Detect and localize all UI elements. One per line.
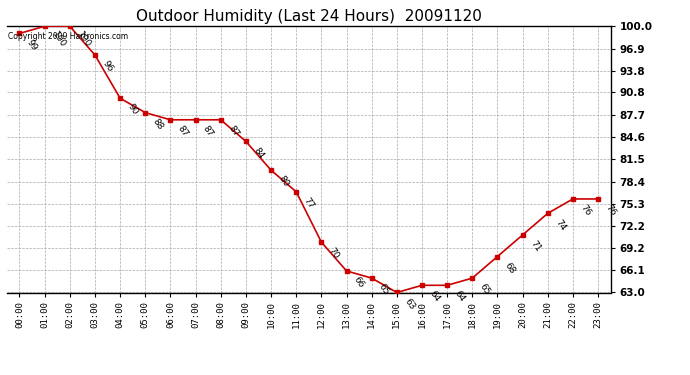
Text: 100: 100 (50, 30, 68, 50)
Text: 76: 76 (578, 203, 593, 218)
Text: 84: 84 (251, 146, 266, 160)
Text: 80: 80 (277, 174, 290, 189)
Text: 76: 76 (604, 203, 618, 218)
Text: 77: 77 (302, 196, 316, 210)
Text: 65: 65 (478, 282, 492, 297)
Text: 64: 64 (428, 290, 442, 304)
Text: 88: 88 (151, 117, 165, 131)
Text: 74: 74 (553, 217, 567, 232)
Text: 71: 71 (528, 239, 542, 254)
Text: 65: 65 (377, 282, 391, 297)
Text: 87: 87 (176, 124, 190, 138)
Text: 87: 87 (201, 124, 215, 138)
Text: 100: 100 (75, 30, 92, 50)
Text: 87: 87 (226, 124, 240, 138)
Text: 63: 63 (402, 297, 416, 311)
Text: 70: 70 (327, 246, 341, 261)
Title: Outdoor Humidity (Last 24 Hours)  20091120: Outdoor Humidity (Last 24 Hours) 2009112… (136, 9, 482, 24)
Text: 99: 99 (25, 38, 39, 52)
Text: 96: 96 (101, 59, 115, 74)
Text: 90: 90 (126, 102, 139, 117)
Text: 68: 68 (503, 261, 517, 275)
Text: 64: 64 (453, 290, 466, 304)
Text: 66: 66 (352, 275, 366, 290)
Text: Copyright 2009 Hartronics.com: Copyright 2009 Hartronics.com (8, 32, 128, 40)
